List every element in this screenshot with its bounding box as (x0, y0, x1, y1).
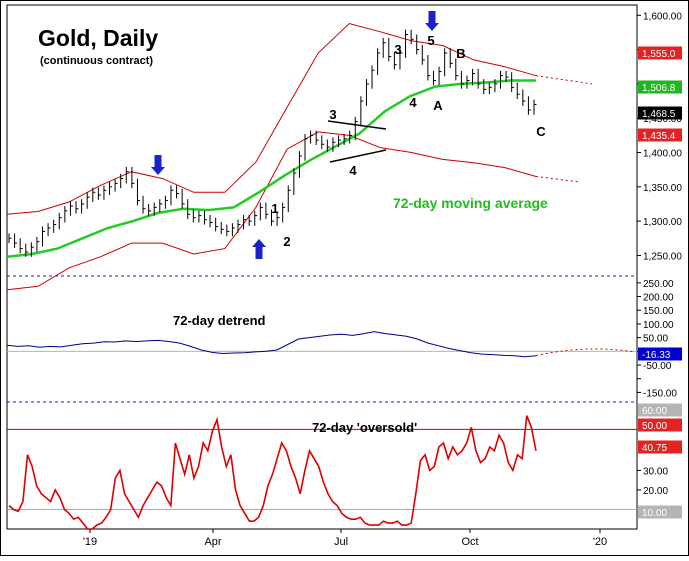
lower-band-projection (535, 176, 581, 183)
wave-label: 3 (394, 42, 401, 57)
x-tick-label: '20 (593, 536, 607, 548)
last-price-value-bg (638, 106, 682, 120)
last-price-value: 1,468.5 (642, 109, 676, 120)
y-tick-label: 20.00 (643, 486, 668, 497)
lower-band-value-bg (638, 128, 682, 142)
detrend-label: 72-day detrend (173, 313, 266, 328)
chart-subtitle: (continuous contract) (40, 55, 153, 67)
x-tick-label: Jul (334, 536, 348, 548)
oversold-upper-value: 60.00 (642, 406, 667, 417)
cycle-top-arrow-icon (151, 155, 165, 175)
triangle-upper-line (327, 120, 387, 130)
moving-average-value: 1,506.8 (642, 83, 676, 94)
oversold-lower-value: 10.00 (642, 508, 667, 519)
wave-label: 1 (271, 201, 278, 216)
upper-band-value-bg (638, 46, 682, 60)
y-tick-label: 250.00 (643, 279, 674, 290)
wave-label: C (536, 124, 546, 139)
chart-title: Gold, Daily (38, 25, 158, 51)
y-tick-label: 30.00 (643, 466, 668, 477)
x-tick-label: '19 (83, 536, 97, 548)
detrend-value: -16.33 (642, 350, 671, 361)
wave-label: 3 (329, 107, 336, 122)
oversold-reference-value-bg (638, 418, 682, 432)
y-tick-label: 200.00 (643, 293, 674, 304)
cycle-bottom-arrow-icon (252, 239, 266, 259)
oversold-label: 72-day 'oversold' (312, 420, 417, 435)
detrend-projection (535, 348, 636, 357)
oversold-current-value-bg (638, 440, 682, 454)
moving-average-line (6, 79, 536, 259)
oversold-line (8, 415, 537, 530)
wave-label: 2 (283, 234, 290, 249)
moving-average-label: 72-day moving average (393, 195, 548, 211)
detrend-value-bg (638, 347, 682, 361)
wave-label: B (456, 46, 465, 61)
x-tick-label: Oct (461, 536, 478, 548)
cycle-top-arrow-icon (425, 11, 439, 31)
wave-label: 5 (427, 33, 434, 48)
plot-area-frame (6, 4, 638, 530)
y-tick-label: 1,400.00 (643, 149, 682, 160)
y-tick-label: 1,600.00 (643, 11, 682, 22)
moving-average-value-bg (638, 80, 682, 94)
oversold-lower-value-bg (638, 505, 682, 519)
y-tick-label: 1,250.00 (643, 251, 682, 262)
oversold-upper-value-bg (638, 403, 682, 417)
detrend-line (6, 331, 537, 358)
wave-label: 4 (349, 163, 357, 178)
y-tick-label: 100.00 (643, 320, 674, 331)
y-tick-label: 1,450.00 (643, 114, 682, 125)
y-tick-label: -50.00 (643, 361, 672, 372)
wave-label: A (433, 98, 443, 113)
oversold-reference-value: 50.00 (642, 421, 667, 432)
oversold-current-value: 40.75 (642, 443, 667, 454)
lower-band-line (6, 131, 537, 291)
y-tick-label: 50.00 (643, 334, 668, 345)
triangle-lower-line (329, 149, 387, 163)
wave-label: 4 (409, 95, 417, 110)
y-tick-label: 1,300.00 (643, 217, 682, 228)
lower-band-value: 1,435.4 (642, 131, 676, 142)
y-tick-label: 150.00 (643, 306, 674, 317)
upper-band-value: 1,555.0 (642, 49, 676, 60)
y-tick-label: 1,350.00 (643, 183, 682, 194)
upper-band-line (6, 22, 537, 215)
x-tick-label: Apr (204, 536, 221, 548)
y-tick-label: -150.00 (643, 388, 677, 399)
